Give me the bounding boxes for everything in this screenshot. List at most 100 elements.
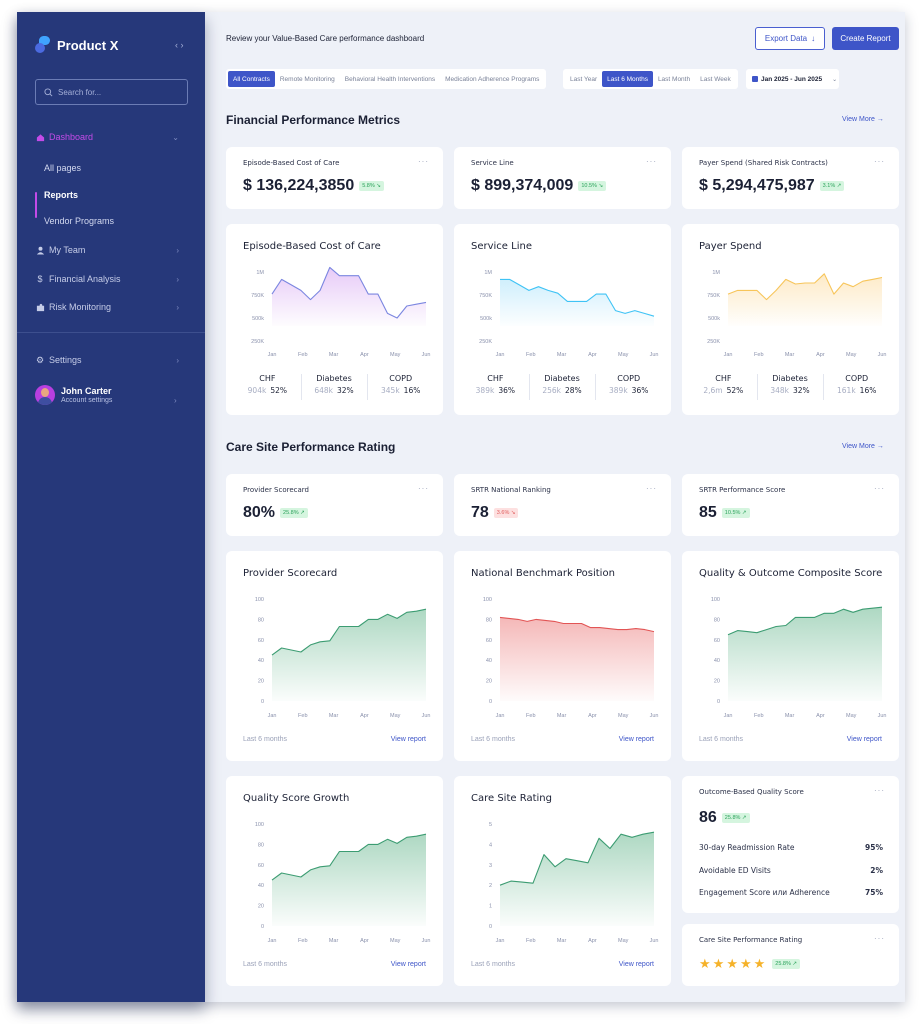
chart-title: Care Site Rating <box>471 793 552 804</box>
trend-badge: 25.8% ↗ <box>772 958 801 969</box>
filter-medication-adherence[interactable]: Medication Adherence Programs <box>445 75 540 83</box>
view-report-link[interactable]: View report <box>618 736 654 743</box>
outcome-quality-card: Outcome-Based Quality Score ··· 86 25.8% … <box>682 776 899 913</box>
metric-row: Engagement Score или Adherence 75% <box>699 888 883 897</box>
svg-text:Jan: Jan <box>496 713 505 719</box>
more-options-icon[interactable]: ··· <box>646 484 657 493</box>
svg-text:Jun: Jun <box>422 713 431 719</box>
kpi-card-service-line: Service Line ··· $ 899,374,009 10.5% ↘ <box>454 147 671 209</box>
svg-text:250K: 250K <box>707 339 720 345</box>
period-label: Last 6 months <box>471 736 515 743</box>
more-options-icon[interactable]: ··· <box>418 157 429 166</box>
svg-text:Jun: Jun <box>650 352 659 358</box>
sidebar-item-my-team[interactable]: My Team › <box>35 241 187 259</box>
kpi-value: 80% <box>243 504 276 521</box>
svg-text:Mar: Mar <box>557 713 567 719</box>
collapse-sidebar-icon[interactable]: ‹ › <box>175 40 184 50</box>
star-icon: ★ <box>726 956 738 971</box>
chevron-right-icon: › <box>174 396 177 405</box>
brand[interactable]: Product X <box>35 36 118 54</box>
chart-title: Service Line <box>471 241 532 252</box>
more-options-icon[interactable]: ··· <box>418 484 429 493</box>
svg-text:500k: 500k <box>480 316 492 322</box>
filter-all-contracts[interactable]: All Contracts <box>228 71 275 87</box>
svg-text:0: 0 <box>489 924 492 930</box>
sidebar-subitem-all-pages[interactable]: All pages <box>44 163 82 173</box>
more-options-icon[interactable]: ··· <box>874 786 885 795</box>
view-report-link[interactable]: View report <box>846 736 882 743</box>
home-icon <box>35 132 45 142</box>
sidebar-item-dashboard[interactable]: Dashboard ⌄ <box>35 128 187 146</box>
kpi-value: 85 <box>699 504 717 521</box>
sidebar-subitem-vendor-programs[interactable]: Vendor Programs <box>44 216 115 226</box>
period-last-month[interactable]: Last Month <box>657 75 691 83</box>
download-arrow-icon: ↓ <box>811 34 816 43</box>
period-last-6-months[interactable]: Last 6 Months <box>602 71 653 87</box>
more-options-icon[interactable]: ··· <box>874 157 885 166</box>
sidebar-subitem-reports[interactable]: Reports <box>44 190 79 200</box>
breakdown-chf: CHF 904k 52% <box>247 374 287 395</box>
search-box[interactable] <box>35 79 188 105</box>
period-last-week[interactable]: Last Week <box>700 75 731 83</box>
sidebar-item-label: Financial Analysis <box>49 274 121 284</box>
svg-text:Jan: Jan <box>496 938 505 944</box>
account-settings-link[interactable]: Account settings <box>61 397 113 404</box>
filter-behavioral-health[interactable]: Behavioral Health Interventions <box>344 75 436 83</box>
dollar-icon: $ <box>37 274 43 284</box>
period-last-year[interactable]: Last Year <box>570 75 598 83</box>
user-icon <box>35 245 45 255</box>
gear-icon: ⚙ <box>35 354 45 365</box>
chevron-right-icon: › <box>176 274 179 284</box>
more-options-icon[interactable]: ··· <box>874 484 885 493</box>
view-report-link[interactable]: View report <box>390 961 426 968</box>
view-more-label: View More <box>842 116 875 123</box>
svg-text:100: 100 <box>255 822 264 828</box>
kpi-card-srtr-ranking: SRTR National Ranking ··· 78 3.6% ↘ <box>454 474 671 536</box>
date-range-picker[interactable]: Jan 2025 - Jun 2025 ⌄ <box>746 69 839 89</box>
filter-remote-monitoring[interactable]: Remote Monitoring <box>279 75 335 83</box>
trend-badge: 3.6% ↘ <box>493 508 519 518</box>
chevron-right-icon: › <box>176 302 179 312</box>
breakdown: CHF 389k 36% Diabetes 256k 28% COPD 389k 36% <box>462 374 662 400</box>
star-icon: ★ <box>739 956 752 971</box>
svg-text:250K: 250K <box>251 339 264 345</box>
user-name: John Carter <box>61 386 112 396</box>
financial-view-more-link[interactable]: View More → <box>842 116 884 123</box>
account-menu[interactable]: John Carter Account settings <box>35 385 112 405</box>
trend-badge: 25.8% ↗ <box>721 813 750 823</box>
more-options-icon[interactable]: ··· <box>874 934 885 943</box>
sidebar-item-settings[interactable]: ⚙ Settings › <box>35 351 187 369</box>
kpi-value: $ 5,294,475,987 <box>699 177 815 194</box>
more-options-icon[interactable]: ··· <box>646 157 657 166</box>
svg-text:Feb: Feb <box>298 352 307 358</box>
care-view-more-link[interactable]: View More → <box>842 443 884 450</box>
svg-text:May: May <box>390 713 401 719</box>
arrow-right-icon: → <box>876 443 884 450</box>
svg-text:Jun: Jun <box>650 938 659 944</box>
sidebar-item-risk-monitoring[interactable]: Risk Monitoring › <box>35 298 187 316</box>
chart-title: Provider Scorecard <box>243 568 338 579</box>
search-input[interactable] <box>58 87 178 97</box>
area-chart: 5 4 3 2 1 0 Jan Feb Mar Apr May Jun <box>489 822 659 944</box>
chevron-right-icon: › <box>176 245 179 255</box>
kpi-value: $ 136,224,3850 <box>243 177 355 194</box>
page-subtitle: Review your Value-Based Care performance… <box>226 34 425 43</box>
svg-text:Jan: Jan <box>724 352 733 358</box>
svg-text:1M: 1M <box>484 270 492 276</box>
svg-text:May: May <box>846 713 857 719</box>
calendar-icon <box>752 76 758 82</box>
kpi-card-provider-scorecard: Provider Scorecard ··· 80% 25.8% ↗ <box>226 474 443 536</box>
export-data-label: Export Data <box>764 34 808 43</box>
view-report-link[interactable]: View report <box>618 961 654 968</box>
export-data-button[interactable]: Export Data ↓ <box>755 27 825 50</box>
sidebar-item-financial-analysis[interactable]: $ Financial Analysis › <box>35 270 187 288</box>
chart-title: Payer Spend <box>699 241 762 252</box>
svg-text:Apr: Apr <box>360 352 369 358</box>
create-report-button[interactable]: Create Report <box>832 27 899 50</box>
svg-text:20: 20 <box>714 679 720 685</box>
kpi-label: Outcome-Based Quality Score <box>699 788 804 796</box>
svg-text:4: 4 <box>489 842 492 848</box>
area-chart: 100 80 60 40 20 0 Jan Feb Mar Apr May Jun <box>255 597 431 719</box>
view-report-link[interactable]: View report <box>390 736 426 743</box>
svg-text:Jun: Jun <box>878 352 887 358</box>
